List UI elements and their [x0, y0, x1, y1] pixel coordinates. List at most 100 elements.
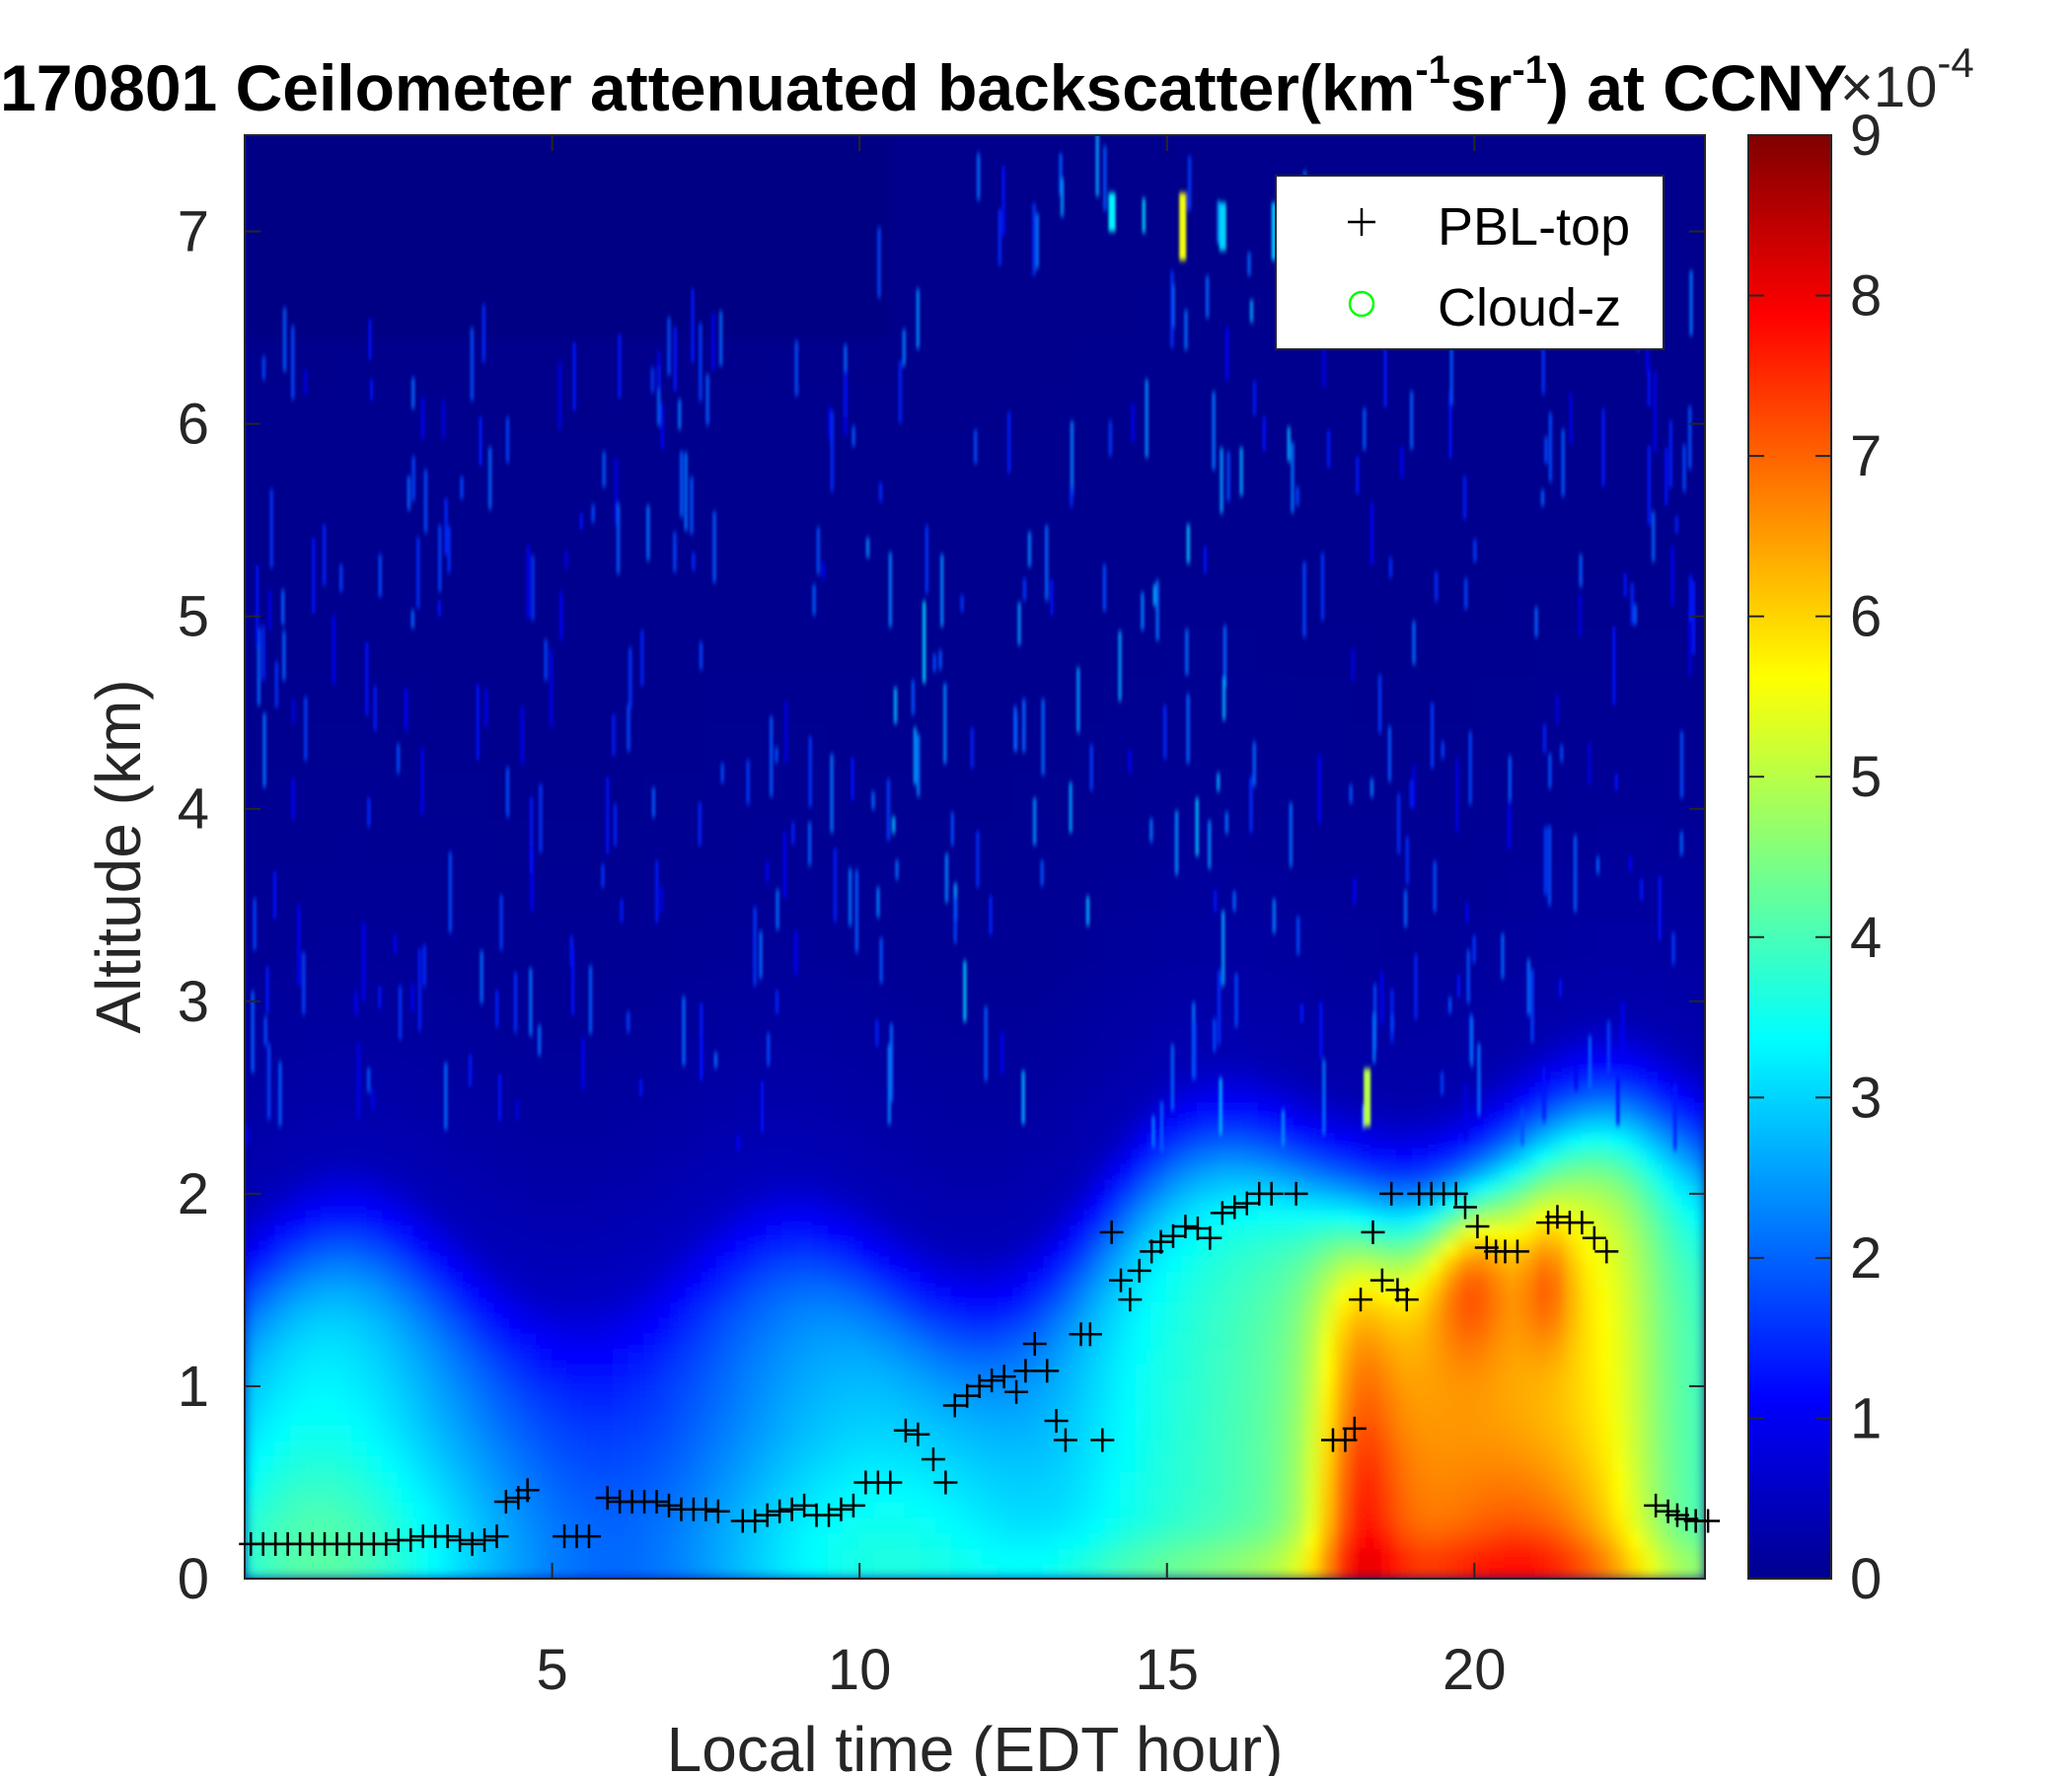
heatmap-cell	[1380, 992, 1399, 1010]
heatmap-cell	[966, 1038, 984, 1057]
heatmap-cell	[735, 720, 769, 772]
heatmap-cell	[504, 1023, 523, 1041]
heatmap-cell	[1088, 1054, 1107, 1073]
heatmap-cell	[335, 384, 369, 435]
heatmap-cell	[843, 1054, 861, 1073]
heatmap-cell	[1427, 1377, 1445, 1395]
heatmap-cell	[1443, 1254, 1460, 1272]
heatmap-cell	[1058, 1454, 1076, 1472]
heatmap-cell	[305, 1023, 323, 1041]
heatmap-cell	[1258, 1007, 1276, 1026]
heatmap-cell	[766, 143, 799, 194]
heatmap-cell	[1242, 1469, 1261, 1488]
heatmap-cell	[828, 1269, 846, 1288]
heatmap-cell	[597, 1346, 615, 1365]
heatmap-cell	[1104, 1469, 1122, 1488]
heatmap-cell	[1150, 1084, 1168, 1103]
heatmap-cell	[566, 1208, 584, 1226]
heatmap-cell	[1150, 992, 1168, 1010]
heatmap-cell	[812, 1454, 830, 1472]
heatmap-cell	[796, 865, 830, 917]
heatmap-cell	[920, 191, 953, 243]
heatmap-cell	[997, 1377, 1014, 1395]
heatmap-cell	[1011, 1038, 1030, 1057]
heatmap-cell	[1488, 1038, 1507, 1057]
heatmap-cell	[1595, 384, 1630, 435]
heatmap-cell	[843, 1346, 861, 1365]
heatmap-cell	[1519, 1362, 1537, 1380]
heatmap-cell	[520, 1315, 538, 1334]
heatmap-cell	[1688, 1315, 1705, 1334]
heatmap-cell	[1011, 1238, 1030, 1257]
heatmap-cell	[581, 1038, 600, 1057]
heatmap-cell	[1412, 1531, 1430, 1549]
heatmap-cell	[950, 1023, 969, 1041]
heatmap-cell	[597, 1023, 615, 1041]
heatmap-cell	[1488, 1392, 1507, 1411]
heatmap-cell	[1227, 1147, 1245, 1164]
heatmap-streak	[656, 365, 661, 426]
heatmap-cell	[1027, 1223, 1046, 1241]
heatmap-cell	[1258, 1084, 1276, 1103]
heatmap-cell	[843, 1070, 861, 1087]
heatmap-cell	[335, 191, 369, 243]
heatmap-cell	[1258, 1500, 1276, 1518]
heatmap-cell	[1658, 1070, 1675, 1087]
heatmap-cell	[935, 1238, 953, 1257]
heatmap-cell	[1181, 1346, 1199, 1365]
heatmap-cell	[981, 1331, 999, 1349]
heatmap-cell	[1488, 1454, 1507, 1472]
heatmap-cell	[551, 335, 584, 387]
heatmap-cell	[1227, 1254, 1245, 1272]
heatmap-cell	[245, 1147, 261, 1164]
heatmap-cell	[689, 1439, 707, 1457]
heatmap-cell	[1104, 769, 1138, 820]
heatmap-cell	[1043, 335, 1076, 387]
heatmap-cell	[751, 1147, 769, 1164]
heatmap-cell	[1319, 1223, 1338, 1241]
heatmap-cell	[597, 1546, 615, 1565]
heatmap-cell	[981, 288, 1014, 338]
heatmap-cell	[766, 625, 799, 676]
heatmap-cell	[443, 1546, 462, 1565]
heatmap-cell	[504, 1223, 523, 1241]
heatmap-cell	[796, 1485, 815, 1503]
heatmap-cell	[1058, 1070, 1076, 1087]
heatmap-cell	[1043, 1562, 1061, 1579]
heatmap-cell	[719, 1115, 738, 1134]
heatmap-cell	[459, 1131, 477, 1149]
heatmap-cell	[1473, 625, 1507, 676]
heatmap-cell	[1473, 1161, 1491, 1180]
heatmap-cell	[1303, 1315, 1322, 1334]
heatmap-cell	[1350, 1331, 1369, 1349]
heatmap-cell	[412, 1084, 430, 1103]
heatmap-cell	[658, 1346, 677, 1365]
heatmap-cell	[1335, 1100, 1353, 1118]
heatmap-streak	[468, 1054, 473, 1087]
heatmap-cell	[366, 1084, 385, 1103]
heatmap-cell	[704, 1531, 722, 1549]
heatmap-cell	[366, 1161, 385, 1180]
heatmap-cell	[566, 1454, 584, 1472]
heatmap-cell	[504, 1238, 523, 1257]
heatmap-cell	[689, 1408, 707, 1426]
heatmap-cell	[489, 1546, 507, 1565]
heatmap-cell	[1073, 1469, 1091, 1488]
heatmap-cell	[796, 1238, 815, 1257]
heatmap-cell	[920, 1454, 938, 1472]
heatmap-cell	[1181, 1208, 1199, 1226]
heatmap-cell	[1165, 1346, 1184, 1365]
heatmap-cell	[889, 135, 923, 146]
heatmap-cell	[1534, 1377, 1553, 1395]
heatmap-cell	[1380, 1331, 1399, 1349]
heatmap-cell	[812, 1254, 830, 1272]
heatmap-cell	[1611, 1500, 1630, 1518]
heatmap-cell	[412, 1223, 430, 1241]
heatmap-cell	[889, 1485, 907, 1503]
heatmap-cell	[1073, 961, 1091, 980]
heatmap-cell	[904, 1070, 923, 1087]
heatmap-cell	[1135, 335, 1168, 387]
heatmap-cell	[427, 1562, 446, 1579]
heatmap-cell	[1672, 1346, 1691, 1365]
heatmap-cell	[274, 1254, 292, 1272]
